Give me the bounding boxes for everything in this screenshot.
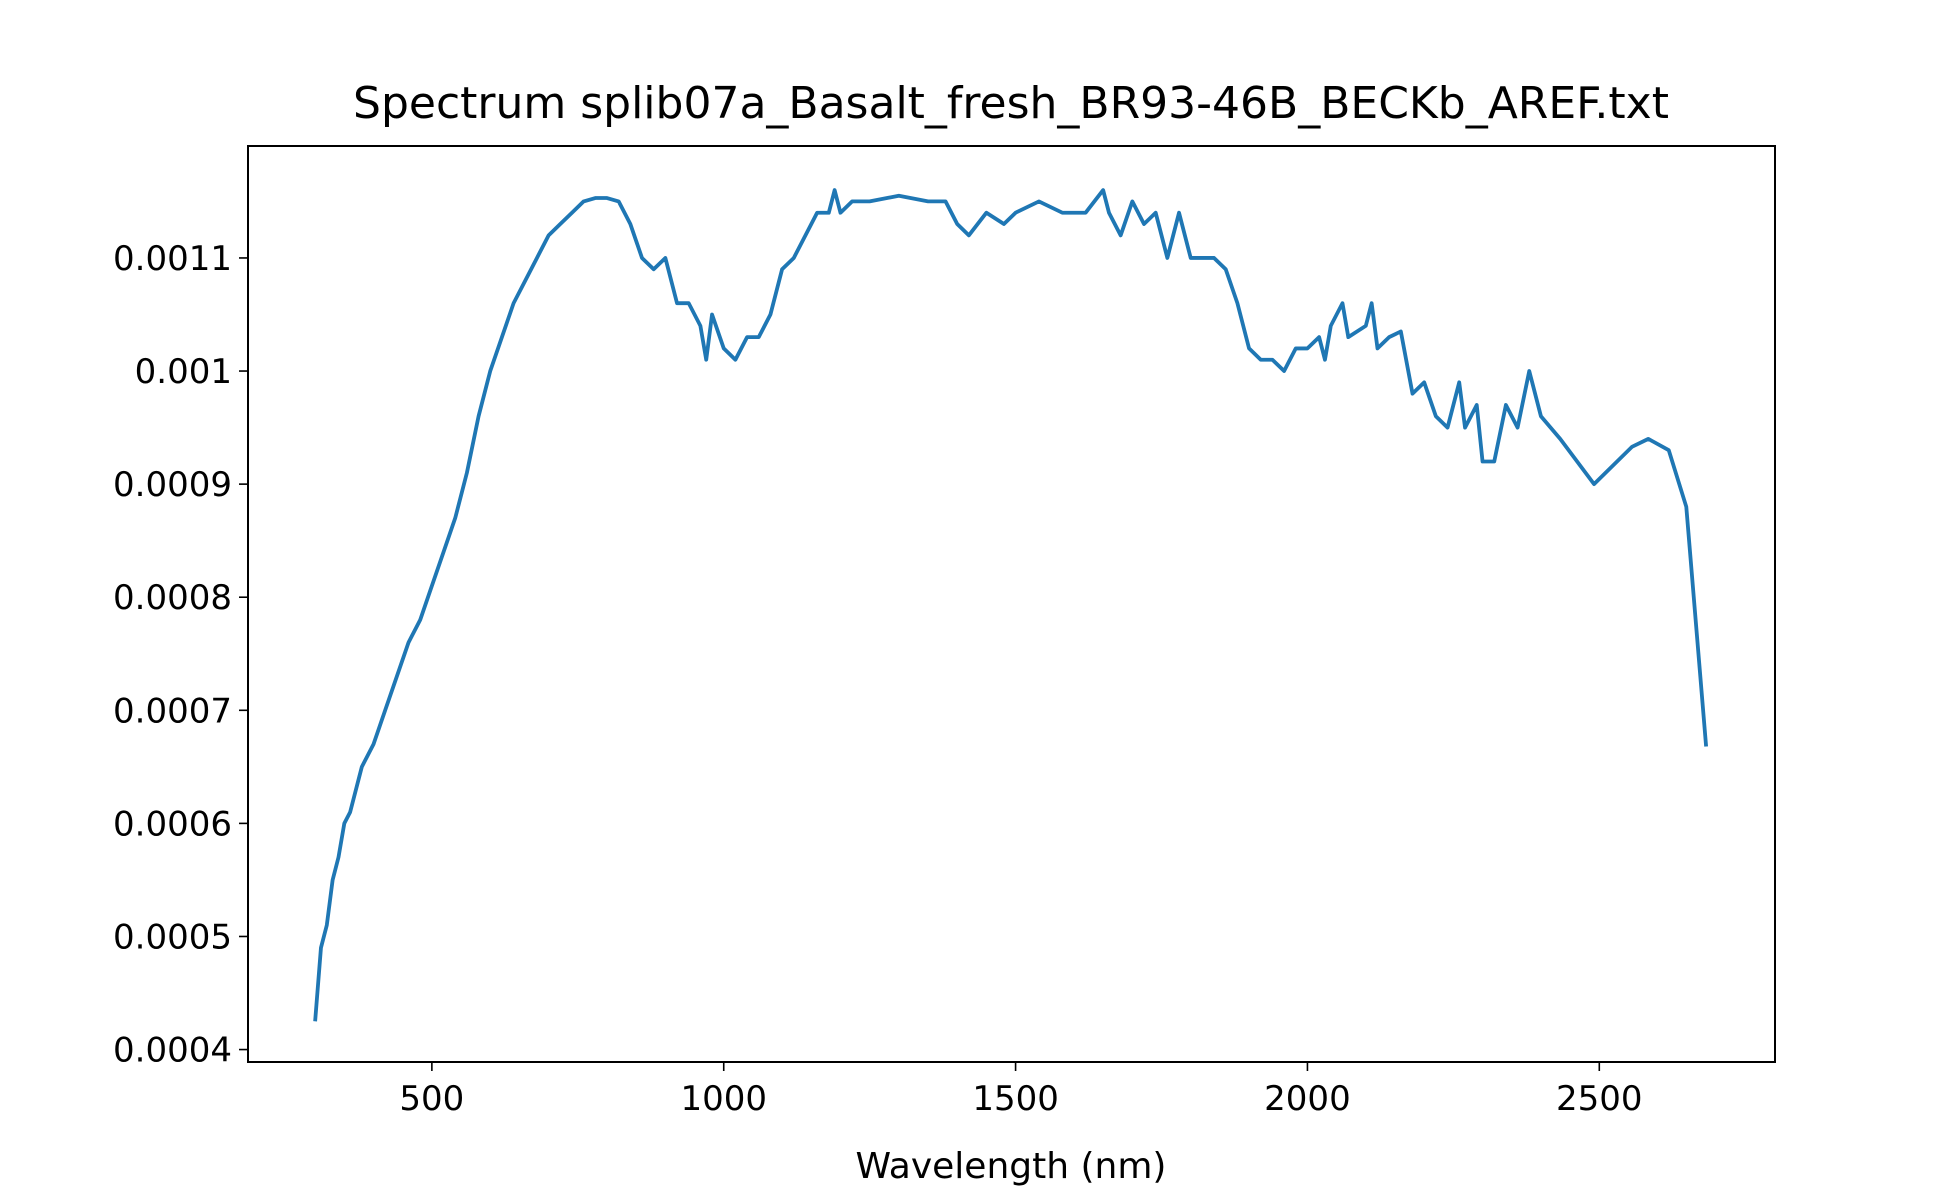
x-tick-label: 1500 bbox=[972, 1079, 1059, 1119]
spectrum-line bbox=[313, 188, 1709, 1022]
x-tick-label: 2000 bbox=[1264, 1079, 1351, 1119]
plot-frame bbox=[247, 145, 1776, 1063]
y-tick-label: 0.0006 bbox=[113, 804, 232, 844]
y-tick-label: 0.0007 bbox=[113, 691, 232, 731]
x-axis-label: Wavelength (nm) bbox=[856, 1146, 1167, 1187]
y-tick-label: 0.0008 bbox=[113, 578, 232, 618]
y-tick-label: 0.0005 bbox=[113, 917, 232, 957]
y-tick-label: 0.0011 bbox=[113, 239, 232, 279]
x-tick-label: 1000 bbox=[680, 1079, 767, 1119]
x-tick-label: 2500 bbox=[1556, 1079, 1643, 1119]
chart-title: Spectrum splib07a_Basalt_fresh_BR93-46B_… bbox=[353, 78, 1669, 129]
y-tick-label: 0.0004 bbox=[113, 1031, 232, 1071]
x-tick-label: 500 bbox=[399, 1079, 464, 1119]
y-tick-label: 0.001 bbox=[135, 352, 232, 392]
y-tick-label: 0.0009 bbox=[113, 465, 232, 505]
